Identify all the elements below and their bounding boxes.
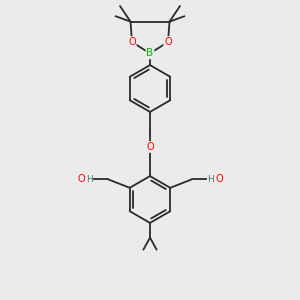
Text: H: H <box>86 175 92 184</box>
Text: O: O <box>215 174 223 184</box>
Text: H: H <box>208 175 214 184</box>
Text: O: O <box>164 37 172 47</box>
Text: B: B <box>146 48 154 59</box>
Text: O: O <box>77 174 85 184</box>
Text: O: O <box>128 37 136 47</box>
Text: O: O <box>146 142 154 152</box>
